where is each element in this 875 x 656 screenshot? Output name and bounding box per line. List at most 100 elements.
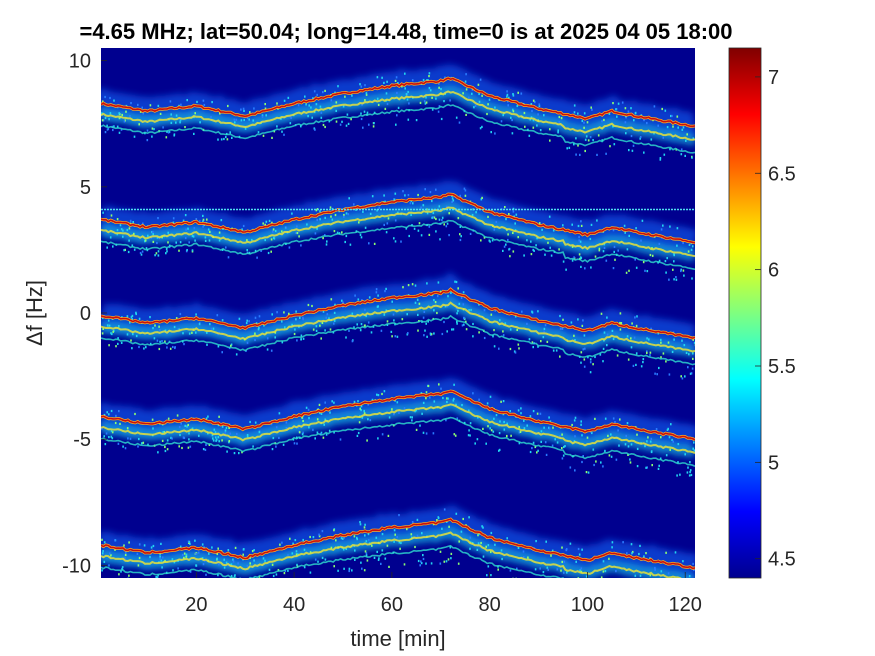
speckle (543, 114, 545, 117)
speckle (583, 365, 586, 368)
speckle (118, 131, 121, 134)
speckle (436, 519, 438, 522)
speckle (349, 243, 352, 246)
speckle (324, 401, 326, 404)
speckle (311, 116, 313, 119)
speckle (195, 218, 198, 221)
speckle (604, 417, 607, 420)
speckle (258, 431, 261, 434)
speckle (578, 553, 581, 556)
speckle (335, 120, 338, 123)
speckle (124, 447, 127, 450)
speckle (272, 436, 275, 440)
speckle (649, 593, 651, 595)
speckle (517, 343, 520, 346)
speckle (152, 230, 154, 234)
speckle (645, 466, 647, 469)
speckle (537, 581, 539, 583)
speckle (423, 334, 425, 337)
speckle (251, 238, 253, 242)
speckle (592, 139, 594, 142)
speckle (273, 130, 276, 133)
speckle (657, 332, 660, 335)
speckle (358, 421, 361, 424)
speckle (260, 249, 262, 252)
speckle (635, 266, 638, 269)
speckle (172, 221, 175, 224)
speckle (111, 431, 114, 434)
speckle (315, 209, 318, 212)
speckle (520, 407, 522, 410)
speckle (580, 567, 583, 570)
speckle (612, 102, 614, 105)
trace-tertiary-line (101, 531, 682, 578)
speckle (334, 303, 336, 306)
speckle (142, 580, 144, 582)
speckle (320, 412, 323, 415)
trace-tertiary-line (101, 301, 695, 353)
speckle (233, 452, 236, 455)
speckle (166, 448, 169, 451)
speckle (275, 573, 278, 576)
speckle (122, 235, 124, 238)
speckle (395, 123, 397, 126)
speckle (271, 313, 273, 316)
speckle (582, 348, 585, 351)
speckle (112, 330, 114, 333)
speckle (647, 586, 649, 588)
speckle (583, 126, 585, 129)
speckle (664, 260, 667, 263)
speckle (324, 89, 326, 92)
speckle (635, 324, 638, 327)
speckle (490, 313, 493, 316)
speckle (449, 546, 452, 549)
speckle (509, 255, 511, 258)
speckle (668, 278, 670, 281)
speckle (296, 339, 298, 342)
speckle (214, 436, 217, 439)
speckle (345, 336, 347, 339)
speckle (157, 574, 159, 577)
speckle (393, 540, 395, 543)
speckle (248, 578, 250, 580)
speckle (457, 562, 460, 565)
speckle (438, 86, 440, 89)
speckle (557, 131, 559, 134)
speckle (615, 594, 617, 596)
speckle (344, 240, 346, 244)
speckle (471, 213, 474, 217)
speckle (297, 426, 300, 429)
speckle (376, 209, 378, 212)
speckle (156, 577, 159, 578)
speckle (625, 434, 627, 438)
speckle (360, 117, 363, 121)
speckle (459, 194, 461, 197)
speckle (693, 441, 695, 444)
speckle (443, 100, 445, 103)
speckle (407, 284, 410, 287)
speckle (256, 256, 258, 259)
speckle (627, 453, 629, 456)
speckle (132, 333, 134, 336)
speckle (328, 120, 331, 123)
speckle (638, 588, 640, 590)
speckle (218, 239, 221, 242)
speckle (107, 319, 110, 322)
speckle (307, 115, 309, 118)
speckle (629, 458, 631, 461)
speckle (157, 254, 160, 257)
speckle (162, 431, 164, 434)
speckle (407, 194, 410, 197)
speckle (172, 217, 175, 220)
speckle (281, 130, 283, 133)
speckle (639, 574, 642, 577)
speckle (506, 90, 508, 93)
speckle (266, 348, 269, 351)
speckle (515, 213, 518, 216)
speckle (103, 560, 106, 563)
speckle (322, 123, 325, 127)
speckle (360, 561, 362, 564)
speckle (118, 112, 120, 115)
speckle (362, 210, 364, 213)
speckle (468, 96, 470, 99)
